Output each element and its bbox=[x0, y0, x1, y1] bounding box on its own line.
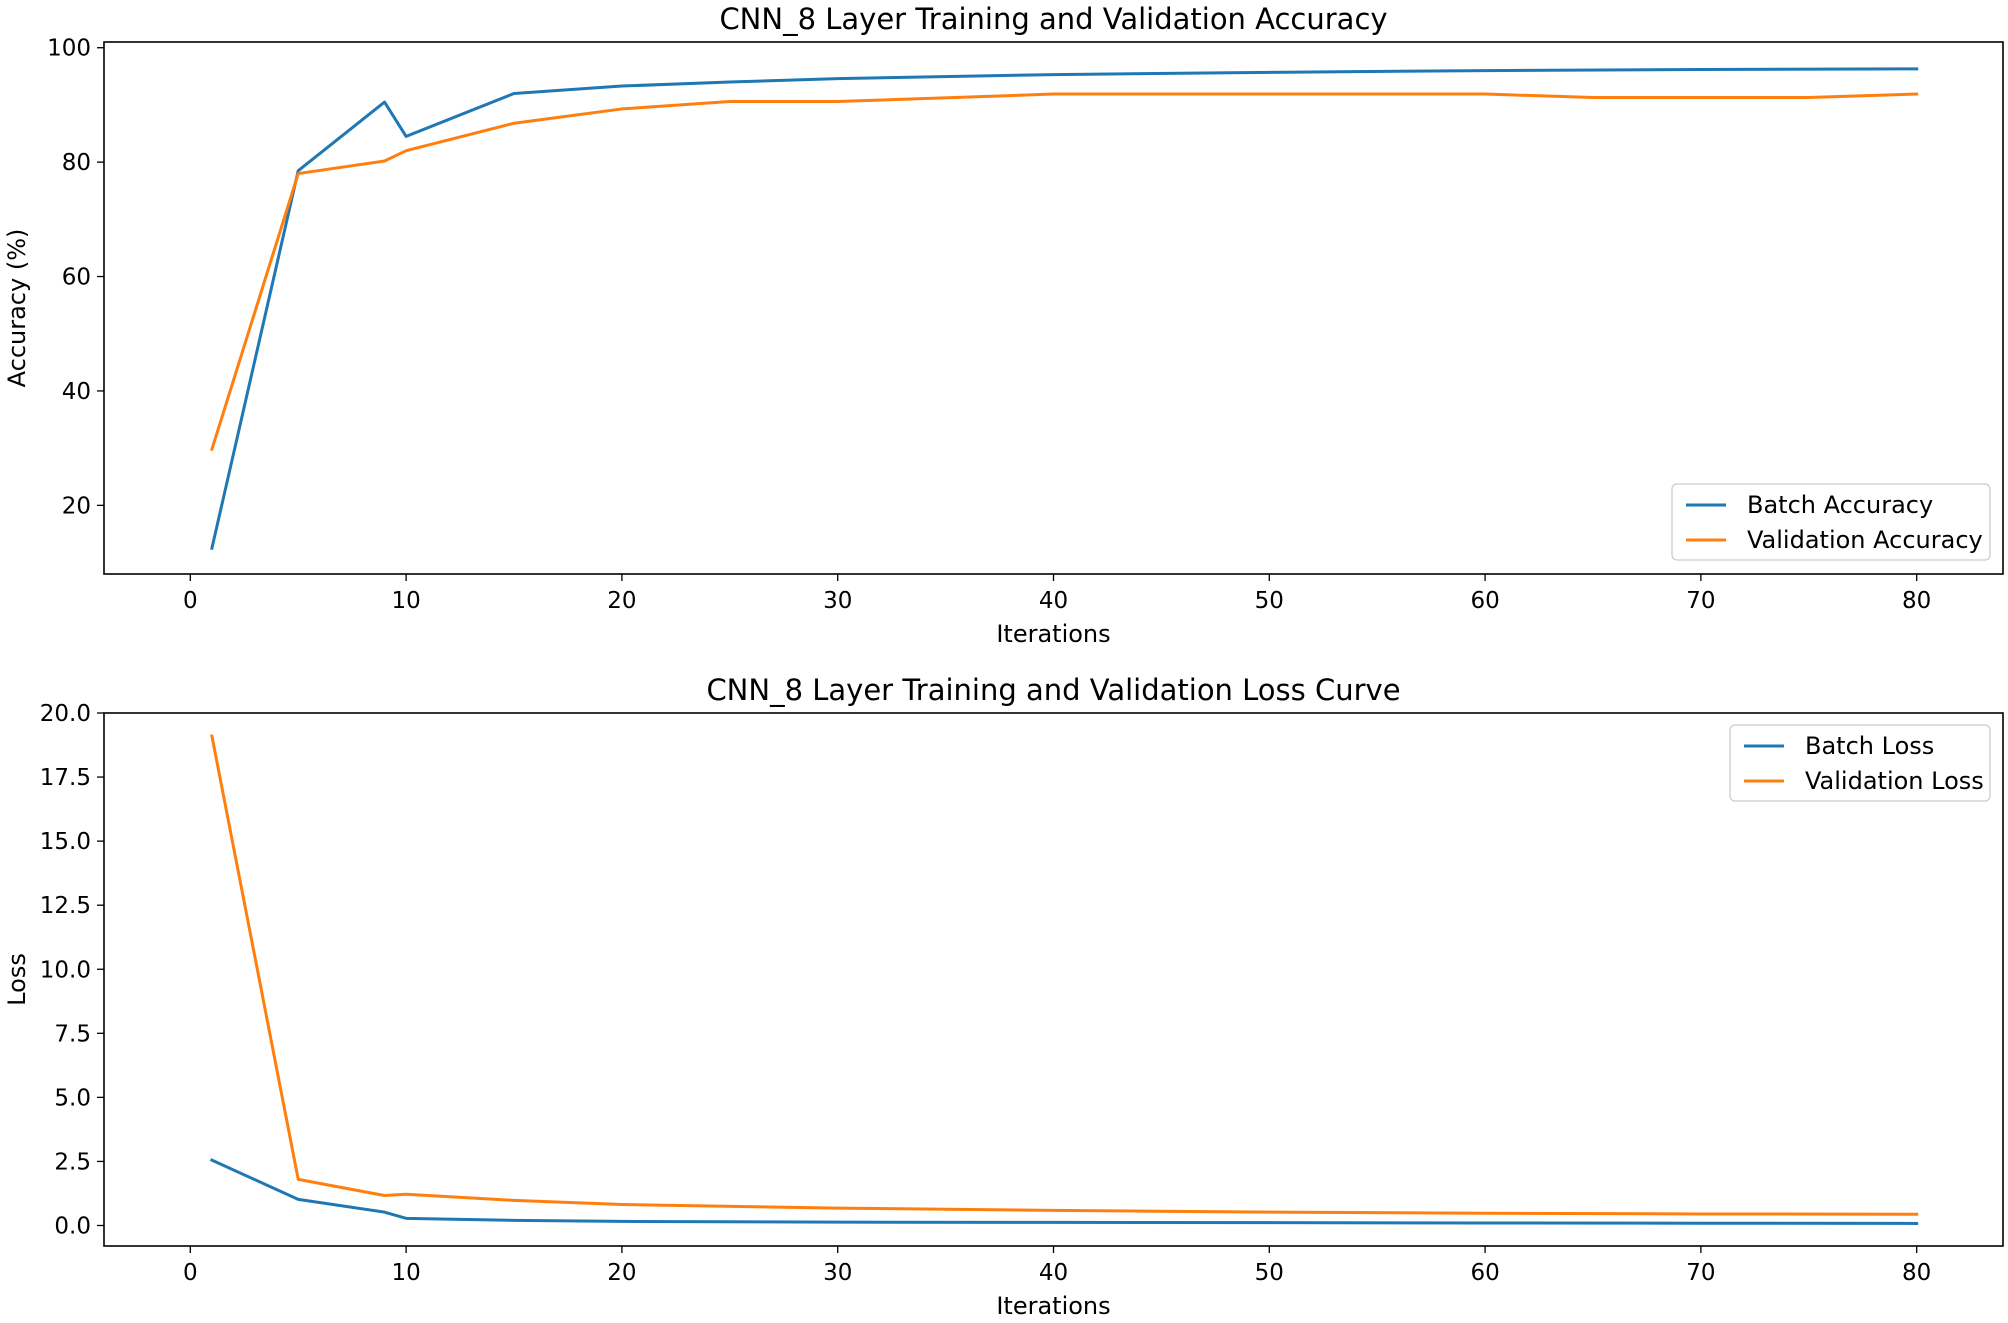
y-tick-label: 10.0 bbox=[40, 957, 91, 983]
x-tick-label: 40 bbox=[1039, 1260, 1068, 1286]
y-tick-label: 17.5 bbox=[40, 765, 91, 791]
y-tick-label: 20 bbox=[62, 493, 91, 519]
y-tick-label: 5.0 bbox=[54, 1085, 91, 1111]
x-axis-label: Iterations bbox=[996, 620, 1110, 648]
y-tick-label: 0.0 bbox=[54, 1214, 91, 1240]
legend-label: Batch Accuracy bbox=[1747, 491, 1933, 519]
x-tick-label: 0 bbox=[183, 1260, 198, 1286]
plot-frame bbox=[103, 712, 2004, 1247]
x-tick-label: 40 bbox=[1039, 588, 1068, 614]
chart-title: CNN_8 Layer Training and Validation Loss… bbox=[706, 673, 1400, 707]
x-tick-label: 60 bbox=[1470, 588, 1499, 614]
y-tick-label: 80 bbox=[62, 150, 91, 176]
y-tick-label: 60 bbox=[62, 265, 91, 291]
x-tick-label: 10 bbox=[391, 588, 420, 614]
y-axis-label: Accuracy (%) bbox=[3, 229, 31, 388]
legend: Batch Loss Validation Loss bbox=[1729, 724, 1991, 802]
legend-box bbox=[1671, 483, 1991, 561]
x-tick-label: 20 bbox=[607, 1260, 636, 1286]
series-line-validation-loss bbox=[210, 734, 1919, 1216]
y-axis-label: Loss bbox=[3, 953, 31, 1006]
x-tick-label: 20 bbox=[607, 588, 636, 614]
y-tick-label: 12.5 bbox=[40, 893, 91, 919]
legend: Batch Accuracy Validation Accuracy bbox=[1671, 483, 1991, 561]
x-axis-label: Iterations bbox=[996, 1292, 1110, 1318]
subplot-2: CNN_8 Layer Training and Validation Loss… bbox=[3, 673, 2004, 1320]
series-line-batch-accuracy bbox=[210, 67, 1919, 551]
x-tick-label: 70 bbox=[1686, 588, 1715, 614]
series-line-batch-loss bbox=[209, 1158, 1919, 1225]
legend-label: Validation Loss bbox=[1805, 767, 1984, 795]
legend-label: Batch Loss bbox=[1805, 732, 1934, 760]
y-tick-label: 2.5 bbox=[54, 1149, 91, 1175]
x-tick-label: 50 bbox=[1255, 1260, 1284, 1286]
x-tick-label: 50 bbox=[1255, 588, 1284, 614]
subplot-1: CNN_8 Layer Training and Validation Accu… bbox=[3, 2, 2004, 648]
x-tick-label: 70 bbox=[1686, 1260, 1715, 1286]
legend-label: Validation Accuracy bbox=[1747, 526, 1983, 554]
x-tick-label: 80 bbox=[1902, 1260, 1931, 1286]
chart-title: CNN_8 Layer Training and Validation Accu… bbox=[719, 2, 1387, 36]
x-tick-label: 30 bbox=[823, 588, 852, 614]
y-tick-label: 15.0 bbox=[40, 829, 91, 855]
y-tick-label: 20.0 bbox=[40, 701, 91, 727]
y-tick-label: 7.5 bbox=[54, 1021, 91, 1047]
x-tick-label: 10 bbox=[391, 1260, 420, 1286]
legend-box bbox=[1729, 724, 1991, 802]
y-tick-label: 40 bbox=[62, 379, 91, 405]
x-tick-label: 80 bbox=[1902, 588, 1931, 614]
x-tick-label: 60 bbox=[1470, 1260, 1499, 1286]
y-tick-label: 100 bbox=[47, 36, 91, 62]
x-tick-label: 0 bbox=[183, 588, 198, 614]
plot-frame bbox=[103, 41, 2004, 575]
series-line-validation-accuracy bbox=[210, 92, 1919, 452]
x-tick-label: 30 bbox=[823, 1260, 852, 1286]
